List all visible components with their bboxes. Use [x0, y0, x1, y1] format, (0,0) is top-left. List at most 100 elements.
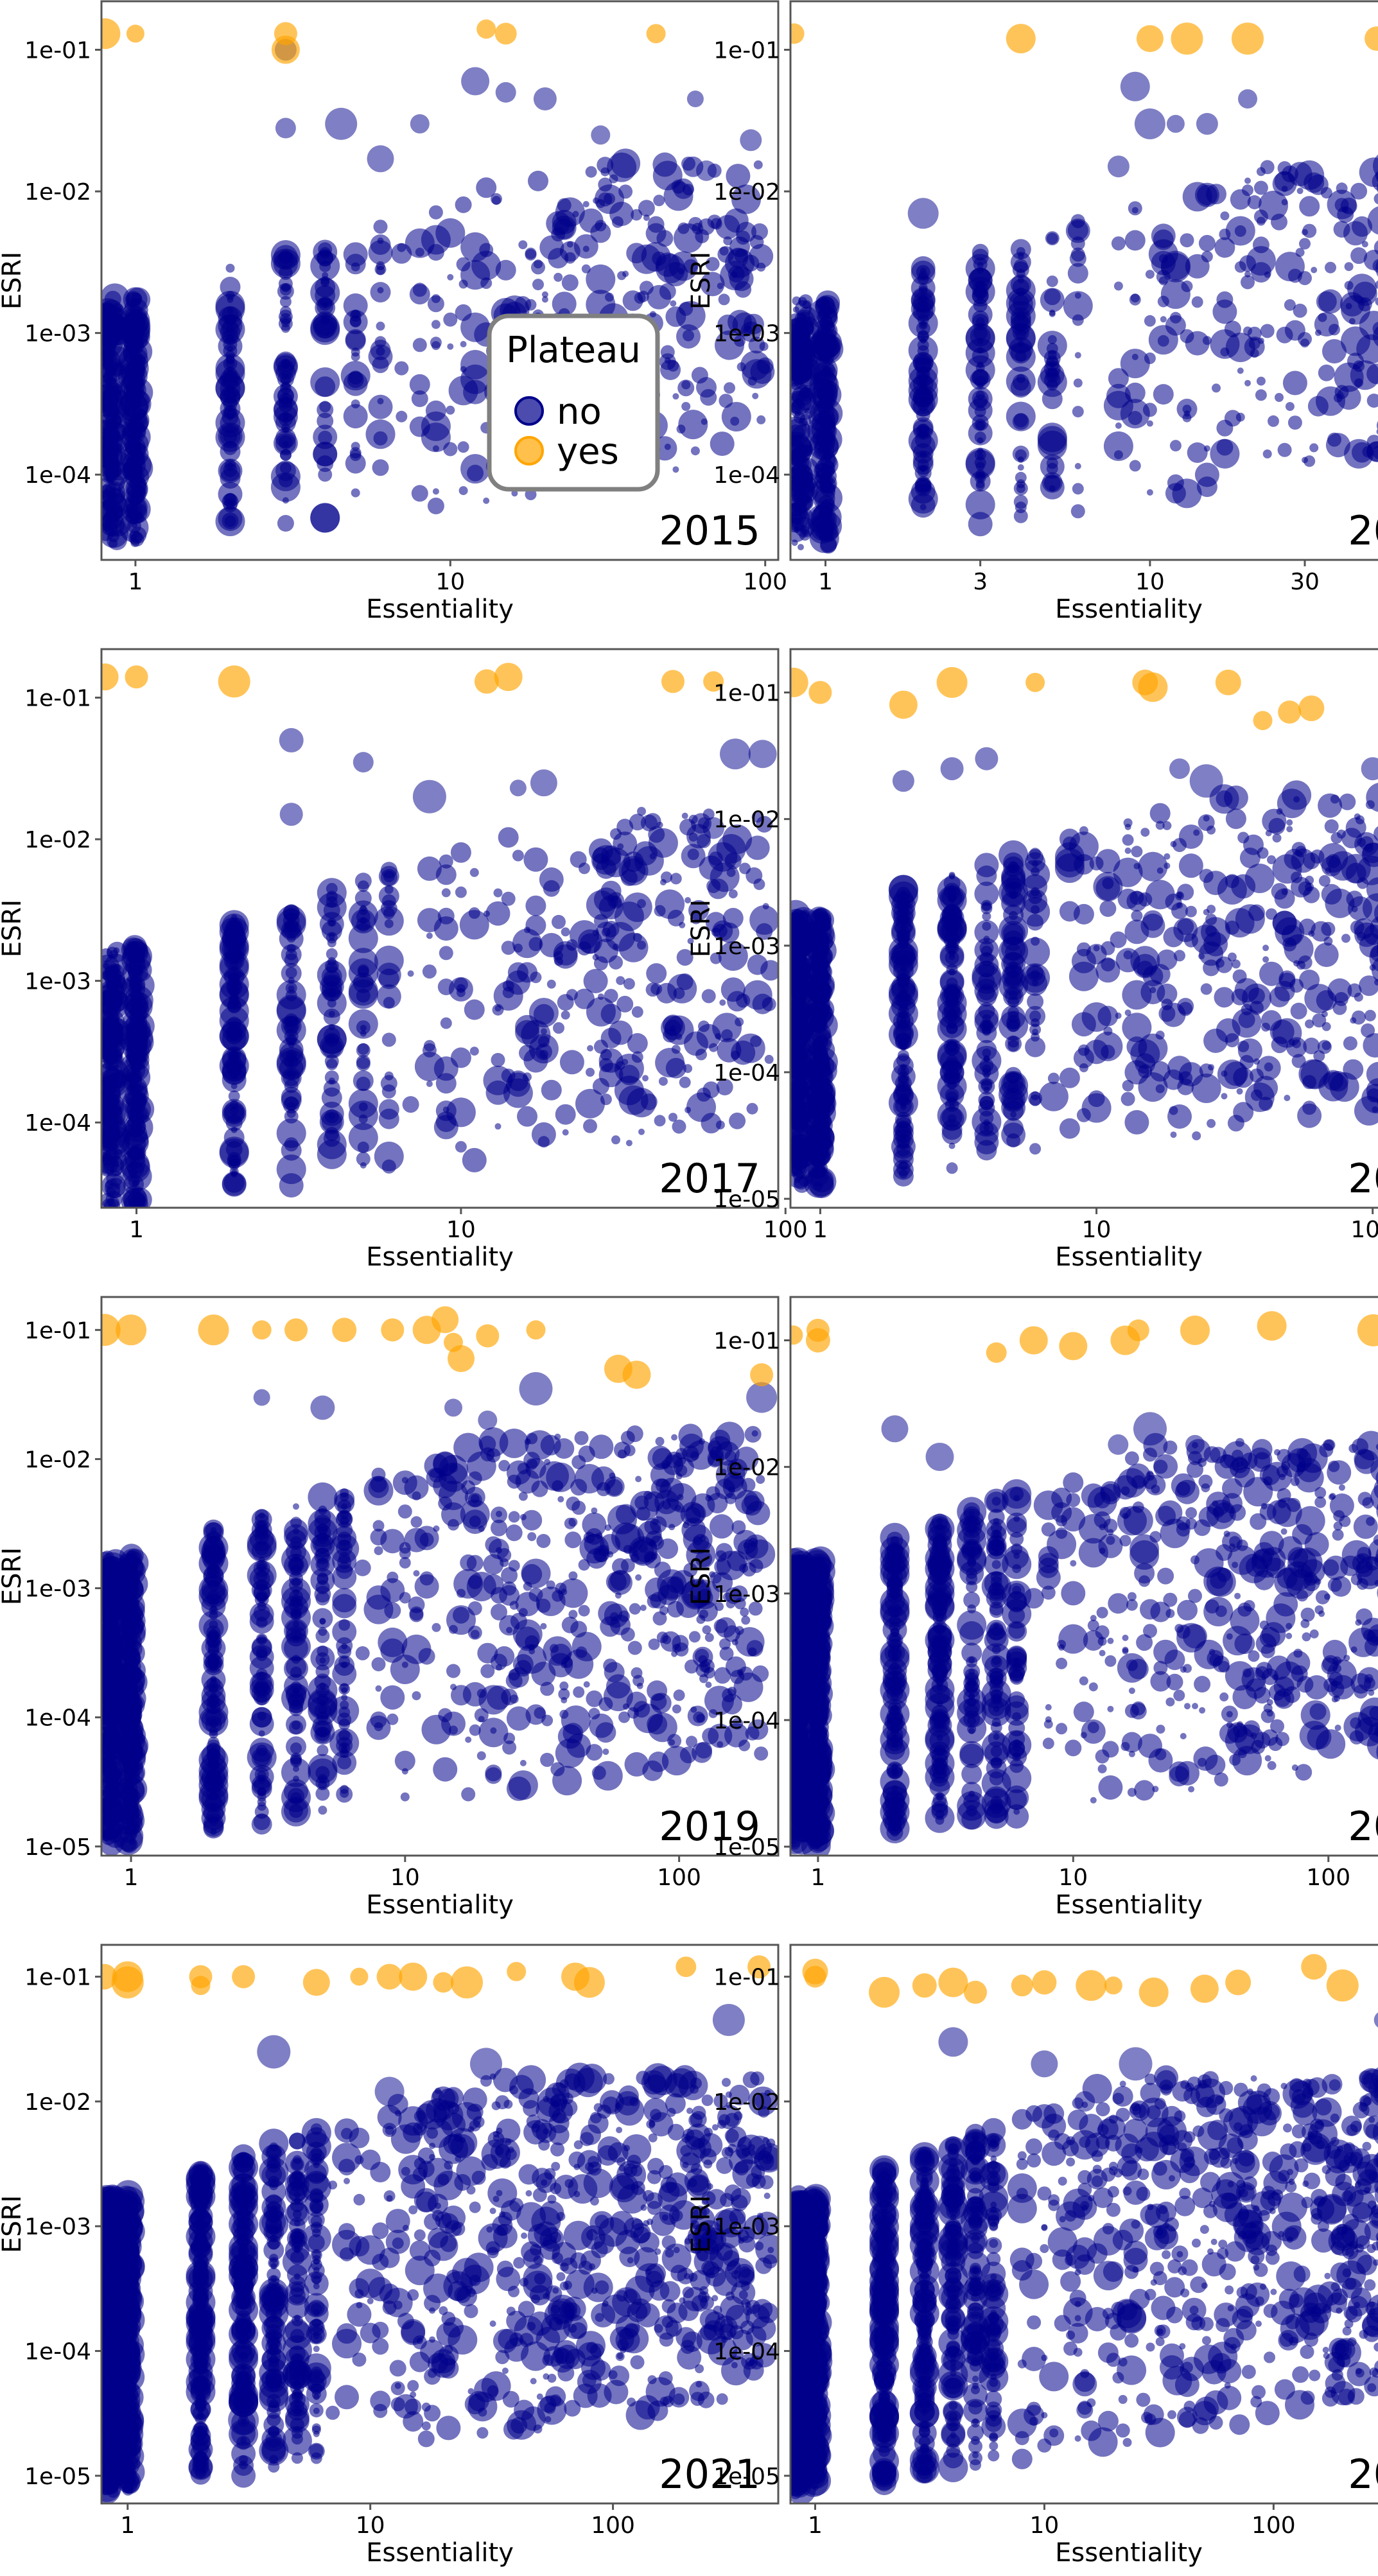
data-point: [1153, 384, 1174, 405]
data-point: [541, 291, 548, 298]
data-point: [566, 241, 573, 248]
data-point: [351, 488, 360, 498]
data-point: [948, 1103, 955, 1110]
data-point: [279, 284, 292, 296]
data-point: [1047, 1072, 1060, 1084]
data-point: [384, 919, 394, 928]
data-point: [1115, 422, 1122, 429]
data-point: [517, 1106, 537, 1127]
data-point: [1123, 818, 1133, 828]
data-point: [976, 986, 997, 1007]
data-point: [1068, 961, 1099, 991]
data-point: [219, 979, 249, 1009]
y-tick-label: 1e-03: [24, 969, 91, 995]
data-point: [911, 433, 936, 458]
data-point: [1069, 250, 1086, 267]
data-point: [562, 1129, 569, 1136]
data-point: [1122, 834, 1134, 846]
data-point: [397, 1504, 412, 1519]
data-point: [380, 1638, 405, 1663]
data-point: [701, 989, 716, 1004]
data-point: [1191, 296, 1203, 308]
year-label: 2017: [659, 1155, 760, 1202]
data-point: [1275, 252, 1305, 282]
data-point: [1072, 406, 1084, 418]
data-point: [1007, 1020, 1020, 1032]
data-point: [809, 370, 839, 401]
data-point: [1111, 236, 1126, 251]
x-tick-label: 100: [763, 1217, 808, 1243]
data-point: [568, 1610, 578, 1619]
data-point: [343, 371, 368, 396]
data-point: [600, 1616, 621, 1637]
data-point: [1037, 426, 1067, 456]
data-point: [348, 948, 378, 978]
data-point: [313, 314, 338, 339]
data-point: [596, 199, 606, 209]
data-point: [817, 326, 829, 338]
data-point: [1148, 325, 1178, 355]
data-point: [129, 1113, 139, 1122]
data-point: [108, 1065, 115, 1072]
data-point: [1073, 1047, 1094, 1068]
data-point: [1262, 449, 1272, 458]
data-point: [317, 1139, 347, 1169]
data-point: [1344, 281, 1354, 290]
data-point: [1215, 669, 1241, 695]
data-point: [343, 404, 368, 429]
data-point: [812, 969, 829, 986]
data-point: [1138, 851, 1168, 882]
data-point: [1366, 394, 1378, 408]
data-point: [1212, 299, 1237, 324]
y-tick-label: 1e-02: [24, 179, 91, 205]
data-point: [1375, 297, 1378, 306]
data-point: [1372, 259, 1378, 273]
data-point: [326, 1058, 338, 1070]
data-point: [982, 1068, 991, 1077]
data-point: [218, 665, 250, 698]
y-tick-label: 1e-02: [713, 179, 780, 205]
data-point: [1146, 420, 1153, 427]
data-point: [1231, 959, 1241, 969]
data-point: [224, 314, 236, 326]
data-point: [820, 535, 837, 553]
data-point: [982, 912, 991, 921]
data-point: [469, 1724, 481, 1736]
data-point: [573, 1686, 585, 1698]
data-point: [1259, 1097, 1273, 1111]
data-point: [275, 117, 296, 139]
data-point: [693, 1711, 705, 1723]
data-point: [1070, 504, 1085, 519]
y-tick-label: 1e-01: [713, 681, 780, 707]
data-point: [897, 932, 909, 944]
data-point: [223, 367, 238, 381]
data-point: [354, 873, 372, 890]
data-point: [1343, 1036, 1357, 1050]
data-point: [277, 387, 294, 405]
data-point: [337, 1755, 352, 1770]
data-point: [279, 727, 304, 753]
data-point: [1192, 1131, 1201, 1140]
data-point: [553, 1022, 564, 1034]
data-point: [792, 446, 807, 461]
data-point: [797, 333, 812, 347]
data-point: [281, 1757, 311, 1788]
data-point: [1363, 1033, 1378, 1058]
data-point: [1250, 262, 1271, 283]
data-point: [646, 24, 666, 44]
data-point: [317, 401, 334, 419]
data-point: [975, 317, 985, 326]
data-point: [525, 489, 537, 501]
data-point: [1189, 764, 1223, 798]
data-point: [443, 312, 458, 327]
data-point: [1321, 856, 1342, 876]
data-point: [1300, 338, 1309, 348]
data-point: [130, 416, 144, 431]
data-point: [792, 1045, 802, 1054]
data-point: [1135, 1053, 1156, 1074]
data-point: [673, 1689, 685, 1701]
data-point: [911, 287, 936, 312]
year-label: 2015: [659, 507, 760, 554]
data-point: [640, 1605, 647, 1612]
data-point: [731, 1040, 756, 1065]
